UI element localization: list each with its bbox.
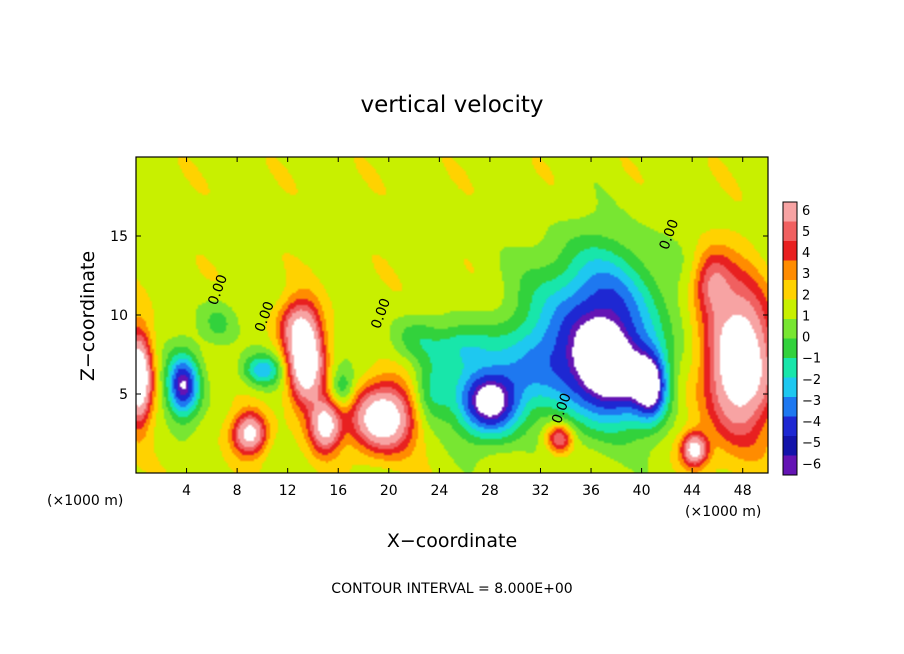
colorbar-swatch: [783, 358, 797, 378]
chart-title: vertical velocity: [361, 92, 544, 118]
y-axis: 5 10 15: [110, 229, 768, 403]
colorbar-swatch: [783, 455, 797, 475]
x-tick-label: 28: [481, 483, 499, 499]
colorbar-label: −1: [802, 352, 821, 367]
y-tick-label: 10: [110, 308, 128, 324]
y-axis-label: Z−coordinate: [77, 251, 99, 381]
colorbar-label: 2: [802, 288, 810, 303]
colorbar-swatch: [783, 416, 797, 436]
x-axis-label: X−coordinate: [387, 530, 517, 552]
colorbar-label: 3: [802, 267, 810, 282]
x-tick-label: 48: [734, 483, 752, 499]
colorbar-swatch: [783, 202, 797, 222]
x-tick-label: 40: [633, 483, 651, 499]
colorbar-swatch: [783, 280, 797, 300]
x-tick-label: 24: [430, 483, 448, 499]
colorbar-label: 4: [802, 246, 810, 261]
x-axis-unit-left: (×1000 m): [47, 493, 123, 509]
colorbar-swatch: [783, 397, 797, 417]
x-axis: 4 8 12 16 20 24 28 32 36 40 44 48: [182, 157, 752, 499]
colorbar: 6 5 4 3 2 1 0 −1 −2 −3 −4 −5 −6: [782, 201, 821, 476]
colorbar-swatch: [783, 299, 797, 319]
colorbar-frame: [782, 201, 798, 476]
colorbar-swatch: [783, 260, 797, 280]
colorbar-label: 5: [802, 225, 810, 240]
colorbar-label: −2: [802, 373, 821, 388]
colorbar-label: −5: [802, 436, 821, 451]
x-tick-label: 44: [683, 483, 701, 499]
colorbar-swatch: [783, 377, 797, 397]
colorbar-label: −3: [802, 394, 821, 409]
x-tick-label: 4: [182, 483, 191, 499]
colorbar-swatch: [783, 241, 797, 261]
contour-interval-note: CONTOUR INTERVAL = 8.000E+00: [331, 581, 572, 597]
x-tick-label: 36: [582, 483, 600, 499]
colorbar-swatch: [783, 436, 797, 456]
x-tick-label: 12: [279, 483, 297, 499]
colorbar-label: −6: [802, 457, 821, 472]
colorbar-swatch: [783, 221, 797, 241]
x-tick-label: 8: [233, 483, 242, 499]
colorbar-label: 1: [802, 309, 810, 324]
x-tick-label: 16: [329, 483, 347, 499]
colorbar-label: 6: [802, 204, 810, 219]
colorbar-swatch: [783, 338, 797, 358]
x-tick-label: 20: [380, 483, 398, 499]
colorbar-swatch: [783, 319, 797, 339]
x-tick-label: 32: [532, 483, 550, 499]
y-tick-label: 5: [119, 387, 128, 403]
y-tick-label: 15: [110, 229, 128, 245]
colorbar-label: −4: [802, 415, 821, 430]
colorbar-label: 0: [802, 331, 810, 346]
x-axis-unit-right: (×1000 m): [685, 504, 761, 520]
heatmap-field: [136, 157, 768, 473]
